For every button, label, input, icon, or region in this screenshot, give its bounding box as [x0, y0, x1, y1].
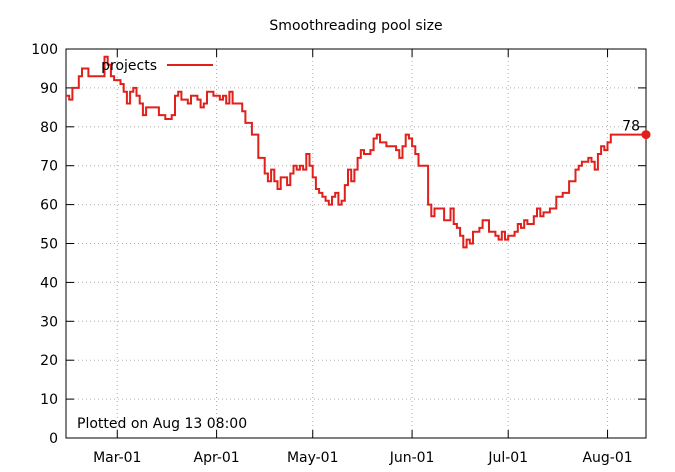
plotted-note: Plotted on Aug 13 08:00: [77, 416, 247, 432]
series-line-projects: [66, 55, 646, 249]
series-layer: 78: [66, 55, 651, 249]
x-tick-label: Apr-01: [194, 450, 240, 466]
legend-label-projects: projects: [101, 58, 157, 74]
x-tick-label: Jul-01: [487, 450, 528, 466]
y-tick-label: 90: [40, 81, 58, 97]
legend: projects: [101, 58, 213, 74]
x-axis: Mar-01 Apr-01 May-01 Jun-01 Jul-01 Aug-01: [93, 49, 633, 466]
last-value-label: 78: [622, 119, 640, 135]
y-tick-label: 50: [40, 237, 58, 253]
y-axis: 0 10 20 30 40 50 60 70 80 90 100: [31, 42, 646, 447]
y-tick-label: 20: [40, 353, 58, 369]
y-tick-label: 0: [49, 431, 58, 447]
y-tick-label: 80: [40, 120, 58, 136]
x-tick-label: Jun-01: [389, 450, 435, 466]
x-tick-label: Aug-01: [582, 450, 632, 466]
y-tick-label: 60: [40, 198, 58, 214]
last-point-marker: [641, 130, 651, 140]
x-tick-label: Mar-01: [93, 450, 141, 466]
y-tick-label: 40: [40, 275, 58, 291]
chart-title: Smoothreading pool size: [269, 18, 442, 34]
x-tick-label: May-01: [287, 450, 339, 466]
y-tick-label: 100: [31, 42, 58, 58]
grid: [66, 49, 646, 438]
y-tick-label: 10: [40, 392, 58, 408]
y-tick-label: 30: [40, 314, 58, 330]
y-tick-label: 70: [40, 159, 58, 175]
